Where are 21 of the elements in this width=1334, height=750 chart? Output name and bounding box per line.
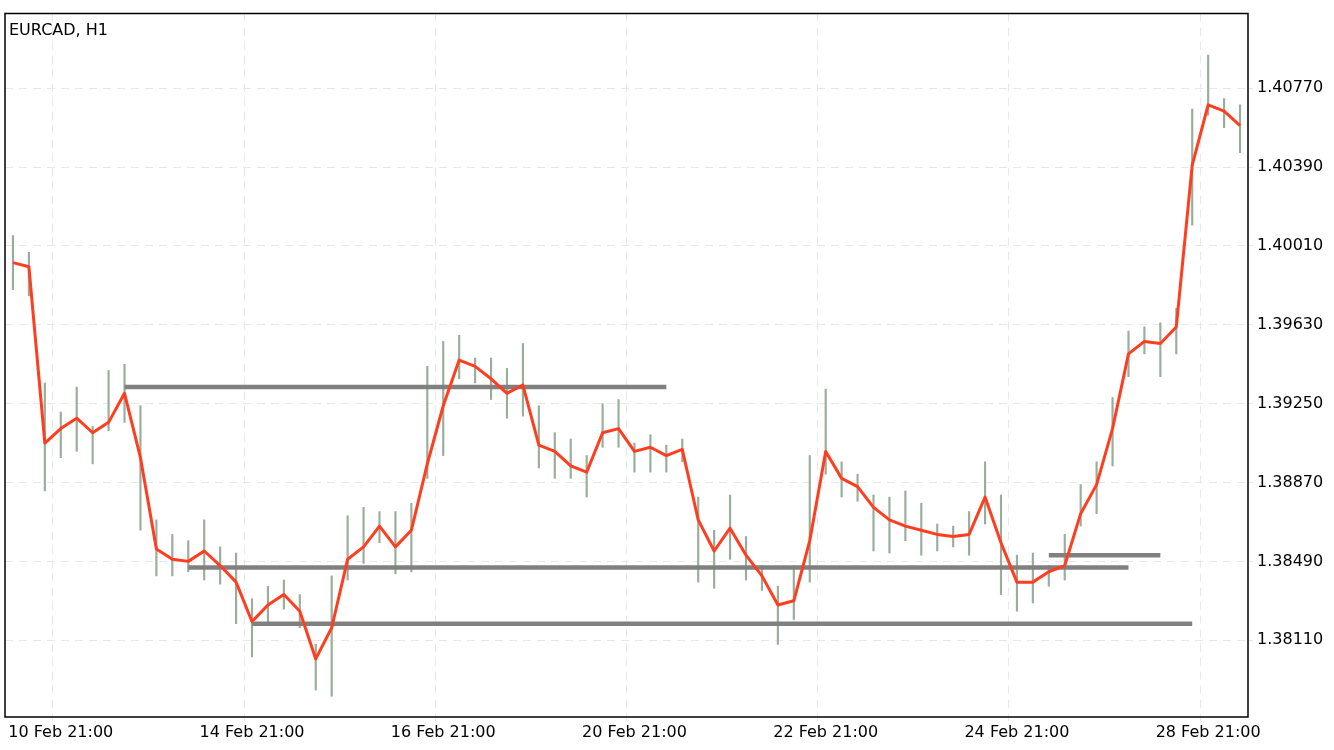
y-tick-label: 1.40010 (1257, 235, 1324, 255)
x-tick-label: 16 Feb 21:00 (390, 721, 496, 741)
y-tick-label: 1.40770 (1257, 77, 1324, 97)
y-tick-label: 1.38870 (1257, 471, 1324, 491)
chart-title: EURCAD, H1 (9, 19, 108, 39)
x-tick-label: 14 Feb 21:00 (199, 721, 305, 741)
x-tick-label: 10 Feb 21:00 (8, 721, 114, 741)
x-tick-label: 22 Feb 21:00 (773, 721, 879, 741)
x-tick-label: 28 Feb 21:00 (1155, 721, 1261, 741)
y-tick-label: 1.39250 (1257, 392, 1324, 412)
bar (617, 399, 620, 448)
y-tick-label: 1.38110 (1257, 629, 1324, 649)
x-tick-label: 24 Feb 21:00 (964, 721, 1070, 741)
y-tick-label: 1.39630 (1257, 314, 1324, 333)
y-tick-label: 1.38490 (1257, 550, 1324, 570)
bar (11, 235, 15, 290)
y-tick-label: 1.40390 (1257, 156, 1324, 176)
bar (872, 494, 875, 552)
bar (362, 507, 365, 564)
bar (888, 496, 891, 554)
x-tick-label: 20 Feb 21:00 (581, 721, 687, 741)
